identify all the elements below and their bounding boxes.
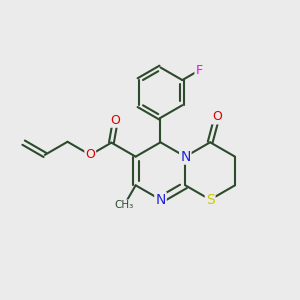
Text: F: F [195,64,203,77]
Text: O: O [212,110,222,124]
Text: O: O [85,148,95,161]
Text: S: S [206,193,214,207]
Text: N: N [180,150,190,164]
Text: N: N [155,193,166,207]
Text: CH₃: CH₃ [115,200,134,210]
Text: O: O [110,114,120,127]
